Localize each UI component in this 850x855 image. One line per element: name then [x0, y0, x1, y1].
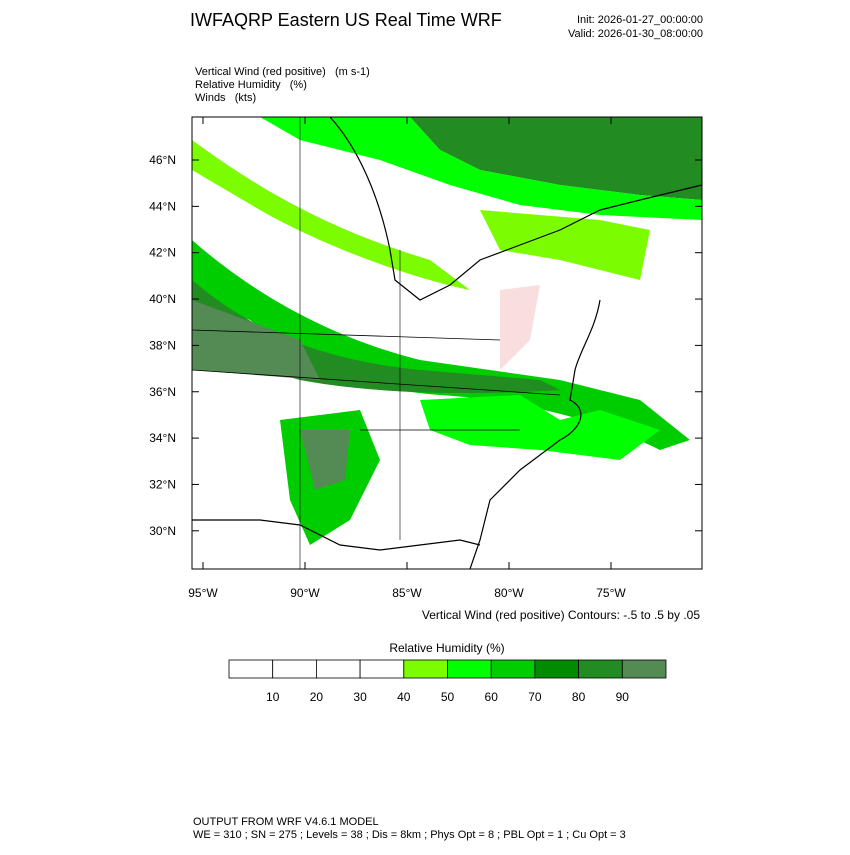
colorbar-label: 70	[528, 690, 542, 704]
lon-label: 90°W	[290, 586, 320, 600]
colorbar-label: 10	[266, 690, 280, 704]
map-frame	[191, 116, 703, 570]
lat-label: 32°N	[149, 477, 176, 491]
colorbar-label: 20	[310, 690, 324, 704]
map	[191, 116, 703, 570]
colorbar: 10 20 30 40 50 60 70 80 90	[228, 659, 667, 704]
lat-label: 40°N	[149, 292, 176, 306]
colorbar-box	[621, 659, 667, 679]
contour-note: Vertical Wind (red positive) Contours: -…	[422, 608, 700, 622]
colorbar-label: 60	[485, 690, 499, 704]
boundaries	[192, 117, 702, 569]
field-label: Relative Humidity (%)	[195, 79, 307, 91]
colorbar-label: 80	[572, 690, 586, 704]
colorbar-box	[403, 659, 448, 679]
lat-label: 38°N	[149, 338, 176, 352]
lon-label: 95°W	[188, 586, 218, 600]
field-label: Vertical Wind (red positive) (m s-1)	[195, 66, 370, 78]
lat-label: 30°N	[149, 524, 176, 538]
lat-label: 46°N	[149, 153, 176, 167]
lat-label: 44°N	[149, 199, 176, 213]
colorbar-box	[578, 659, 623, 679]
colorbar-box	[228, 659, 274, 679]
colorbar-box	[490, 659, 536, 679]
colorbar-box	[447, 659, 492, 679]
lon-label: 75°W	[596, 586, 626, 600]
colorbar-box	[315, 659, 361, 679]
lat-label: 36°N	[149, 385, 176, 399]
colorbar-box	[359, 659, 405, 679]
colorbar-label: 40	[397, 690, 411, 704]
lon-label: 80°W	[494, 586, 524, 600]
footer-line: WE = 310 ; SN = 275 ; Levels = 38 ; Dis …	[193, 829, 626, 841]
field-list: Vertical Wind (red positive) (m s-1)Rela…	[195, 66, 370, 104]
colorbar-label: 30	[353, 690, 367, 704]
humidity-field	[192, 117, 702, 545]
lat-label: 34°N	[149, 431, 176, 445]
title: IWFAQRP Eastern US Real Time WRF	[190, 10, 502, 30]
footer-line: OUTPUT FROM WRF V4.6.1 MODEL	[193, 816, 379, 828]
colorbar-label: 50	[441, 690, 455, 704]
colorbar-title: Relative Humidity (%)	[389, 641, 504, 655]
init-time: Init: 2026-01-27_00:00:00	[577, 14, 703, 26]
valid-time: Valid: 2026-01-30_08:00:00	[568, 28, 703, 40]
map-axes: 46°N 44°N 42°N 40°N 38°N 36°N 34°N 32°N 30°N 95°W…	[149, 117, 702, 600]
colorbar-label: 90	[616, 690, 630, 704]
field-label: Winds (kts)	[195, 92, 256, 104]
lat-label: 42°N	[149, 246, 176, 260]
lon-label: 85°W	[392, 586, 422, 600]
colorbar-box	[272, 659, 317, 679]
colorbar-box	[534, 659, 580, 679]
